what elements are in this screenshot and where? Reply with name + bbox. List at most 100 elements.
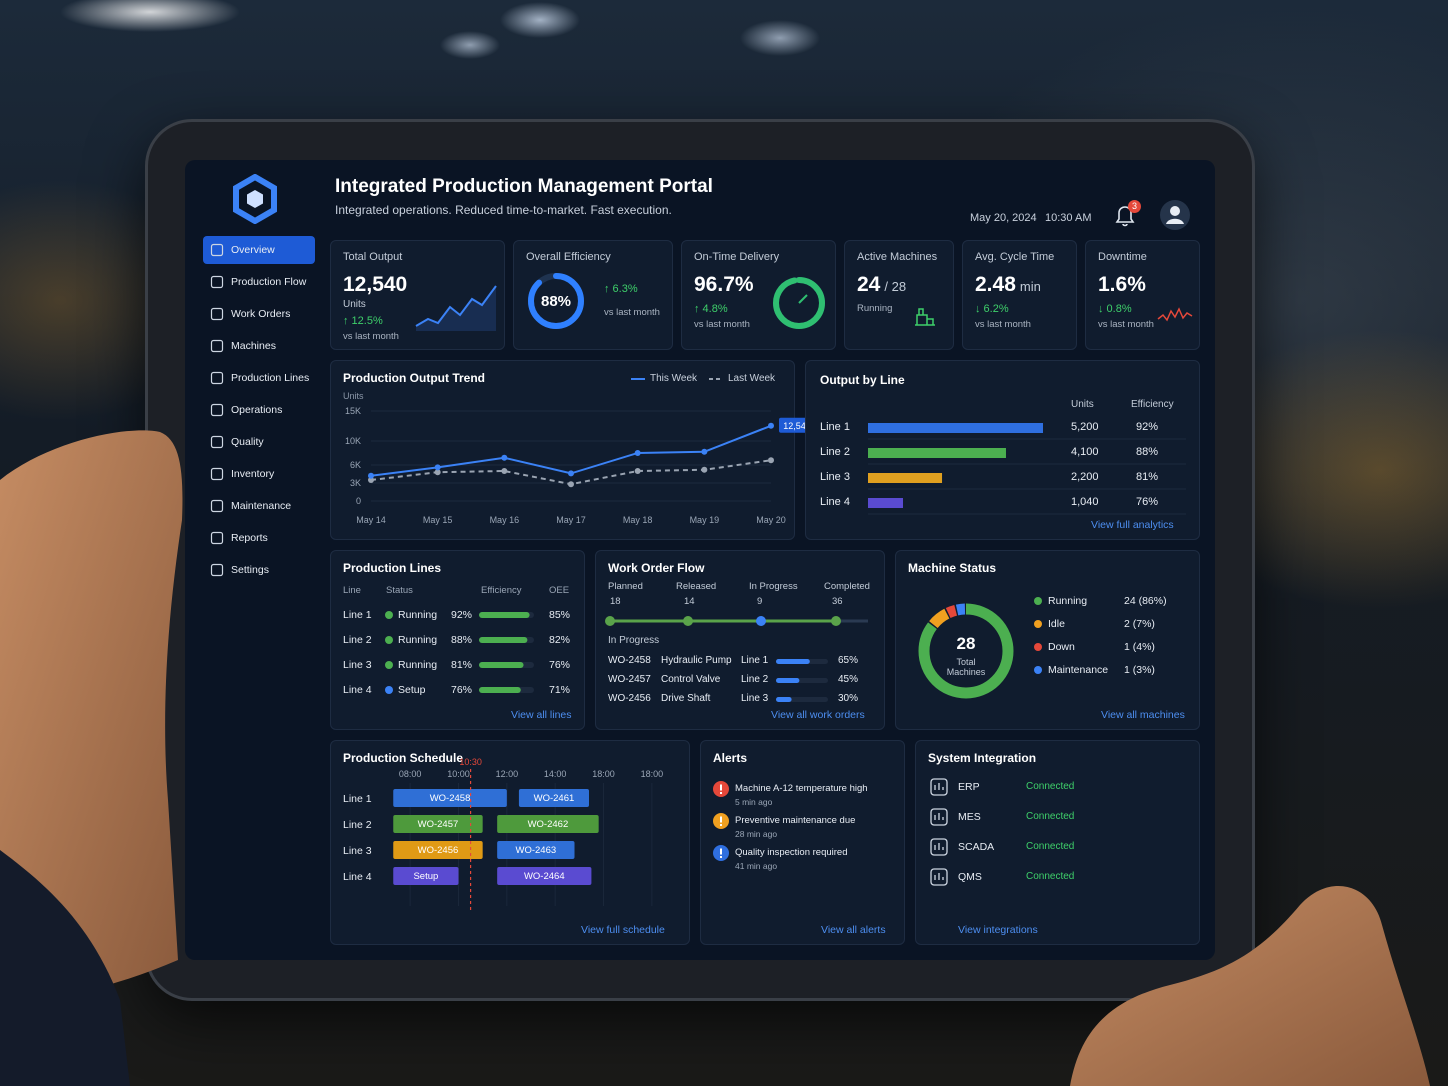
task-bar: [393, 841, 483, 859]
legend-dot: [1034, 620, 1042, 628]
kpi-value-row: 12,540: [343, 273, 407, 297]
nav-icon-shape: [210, 275, 224, 289]
nav-label: Settings: [231, 564, 269, 576]
task-label: WO-2461: [534, 793, 575, 804]
view-link[interactable]: View all alerts: [821, 924, 886, 936]
category-label: Line 4: [820, 496, 850, 508]
time: 10:30 AM: [1045, 212, 1092, 224]
y-tick-label: 10K: [345, 436, 361, 446]
card-title: System Integration: [928, 751, 1037, 765]
nav-item[interactable]: Maintenance: [203, 492, 315, 520]
integration-status: Connected: [1026, 811, 1075, 822]
task-label: WO-2462: [528, 819, 569, 830]
integration-name: SCADA: [958, 841, 995, 853]
kpi-note: vs last month: [1098, 319, 1154, 330]
status-dot: [385, 686, 393, 694]
avatar[interactable]: [1160, 200, 1190, 230]
nav-item[interactable]: Production Flow: [203, 268, 315, 296]
nav-icon-shape: [210, 467, 224, 481]
progress-label: 65%: [838, 655, 859, 666]
donut: 28: [918, 597, 1042, 699]
donut-label: Total Machines: [946, 657, 986, 677]
nav-item[interactable]: Settings: [203, 556, 315, 584]
nav-icon: [210, 467, 224, 481]
nav-item[interactable]: Quality: [203, 428, 315, 456]
gauge: 88%: [528, 273, 584, 329]
section-label: In Progress: [608, 635, 660, 646]
efficiency-label: 76%: [451, 684, 473, 696]
task-bar: [393, 789, 507, 807]
bars: [868, 423, 1186, 515]
view-link[interactable]: View full analytics: [1091, 519, 1174, 531]
value-label: 5,200: [1071, 421, 1099, 433]
efficiency-label: 81%: [451, 659, 473, 671]
order-id: WO-2457: [608, 674, 651, 685]
integration-icon-shape: [930, 838, 948, 856]
column-header: Efficiency: [1131, 399, 1174, 410]
task-bar: [497, 841, 575, 859]
sparkline-line: [415, 285, 497, 327]
nav-label: Quality: [231, 436, 264, 448]
integration-icon-detail: [934, 783, 944, 790]
y-tick-label: 3K: [350, 478, 361, 488]
integration-name: QMS: [958, 871, 982, 883]
view-link[interactable]: View integrations: [958, 924, 1038, 936]
alert-icon-dot: [720, 792, 722, 794]
task-label: WO-2464: [524, 871, 565, 882]
gauge-label: 88%: [541, 293, 571, 310]
kpi-label: Overall Efficiency: [526, 251, 611, 263]
nav-item[interactable]: Reports: [203, 524, 315, 552]
line-name: Line 4: [343, 684, 372, 696]
nav-icon-shape: [210, 339, 224, 353]
view-link[interactable]: View all work orders: [771, 709, 865, 721]
integration-icon-detail: [934, 843, 944, 850]
efficiency-bar: [479, 637, 528, 643]
nav-icon: [210, 499, 224, 513]
view-link[interactable]: View full schedule: [581, 924, 665, 936]
stage-dot: [605, 616, 615, 626]
kpi-note: vs last month: [604, 307, 660, 318]
legend-swatch: [709, 377, 723, 380]
view-link[interactable]: View all machines: [1101, 709, 1185, 721]
data-point: [368, 472, 374, 479]
data-point: [768, 422, 774, 429]
oee: 85%: [549, 609, 571, 621]
order-line: Line 3: [741, 693, 769, 704]
logo: [233, 174, 277, 224]
bar: [868, 473, 943, 483]
order-id: WO-2458: [608, 655, 651, 666]
view-link[interactable]: View all lines: [511, 709, 572, 721]
date: May 20, 2024: [970, 212, 1037, 224]
card-title: Work Order Flow: [608, 561, 705, 575]
integration-icon-shape: [930, 868, 948, 886]
alert-icon: [713, 781, 729, 797]
nav-item[interactable]: Inventory: [203, 460, 315, 488]
nav-icon-shape: [210, 403, 224, 417]
kpi-card: On-Time Delivery 96.7% ↑ 4.8% vs last month: [681, 240, 836, 350]
gauge: [773, 277, 825, 329]
data-point: [434, 469, 441, 476]
alert-text: Machine A-12 temperature high: [735, 783, 868, 794]
kpi-unit: min: [1019, 279, 1041, 294]
nav-item[interactable]: Work Orders: [203, 300, 315, 328]
nav-item[interactable]: Overview: [203, 236, 315, 264]
nav-item[interactable]: Machines: [203, 332, 315, 360]
legend-label: Down: [1048, 641, 1075, 653]
nav-label: Production Lines: [231, 372, 310, 384]
legend-dot: [1034, 643, 1042, 651]
integration-card: System Integration ERP Connected MES Connect…: [915, 740, 1200, 945]
nav-icon: [210, 403, 224, 417]
gantt-card: Production Schedule 08:00 10:00 12:00 14:00 1…: [330, 740, 690, 945]
category-label: Line 1: [820, 421, 850, 433]
notification-bell[interactable]: [1113, 204, 1137, 230]
progress-bar: [776, 678, 800, 683]
nav-item[interactable]: Operations: [203, 396, 315, 424]
app-subtitle: Integrated operations. Reduced time-to-m…: [335, 203, 672, 217]
donut-total: 28: [957, 634, 976, 653]
nav-item[interactable]: Production Lines: [203, 364, 315, 392]
nav-icon-shape: [210, 307, 224, 321]
alert-icon: [713, 845, 729, 861]
alert-icon: [713, 813, 729, 829]
gauge-arc: [528, 273, 584, 329]
